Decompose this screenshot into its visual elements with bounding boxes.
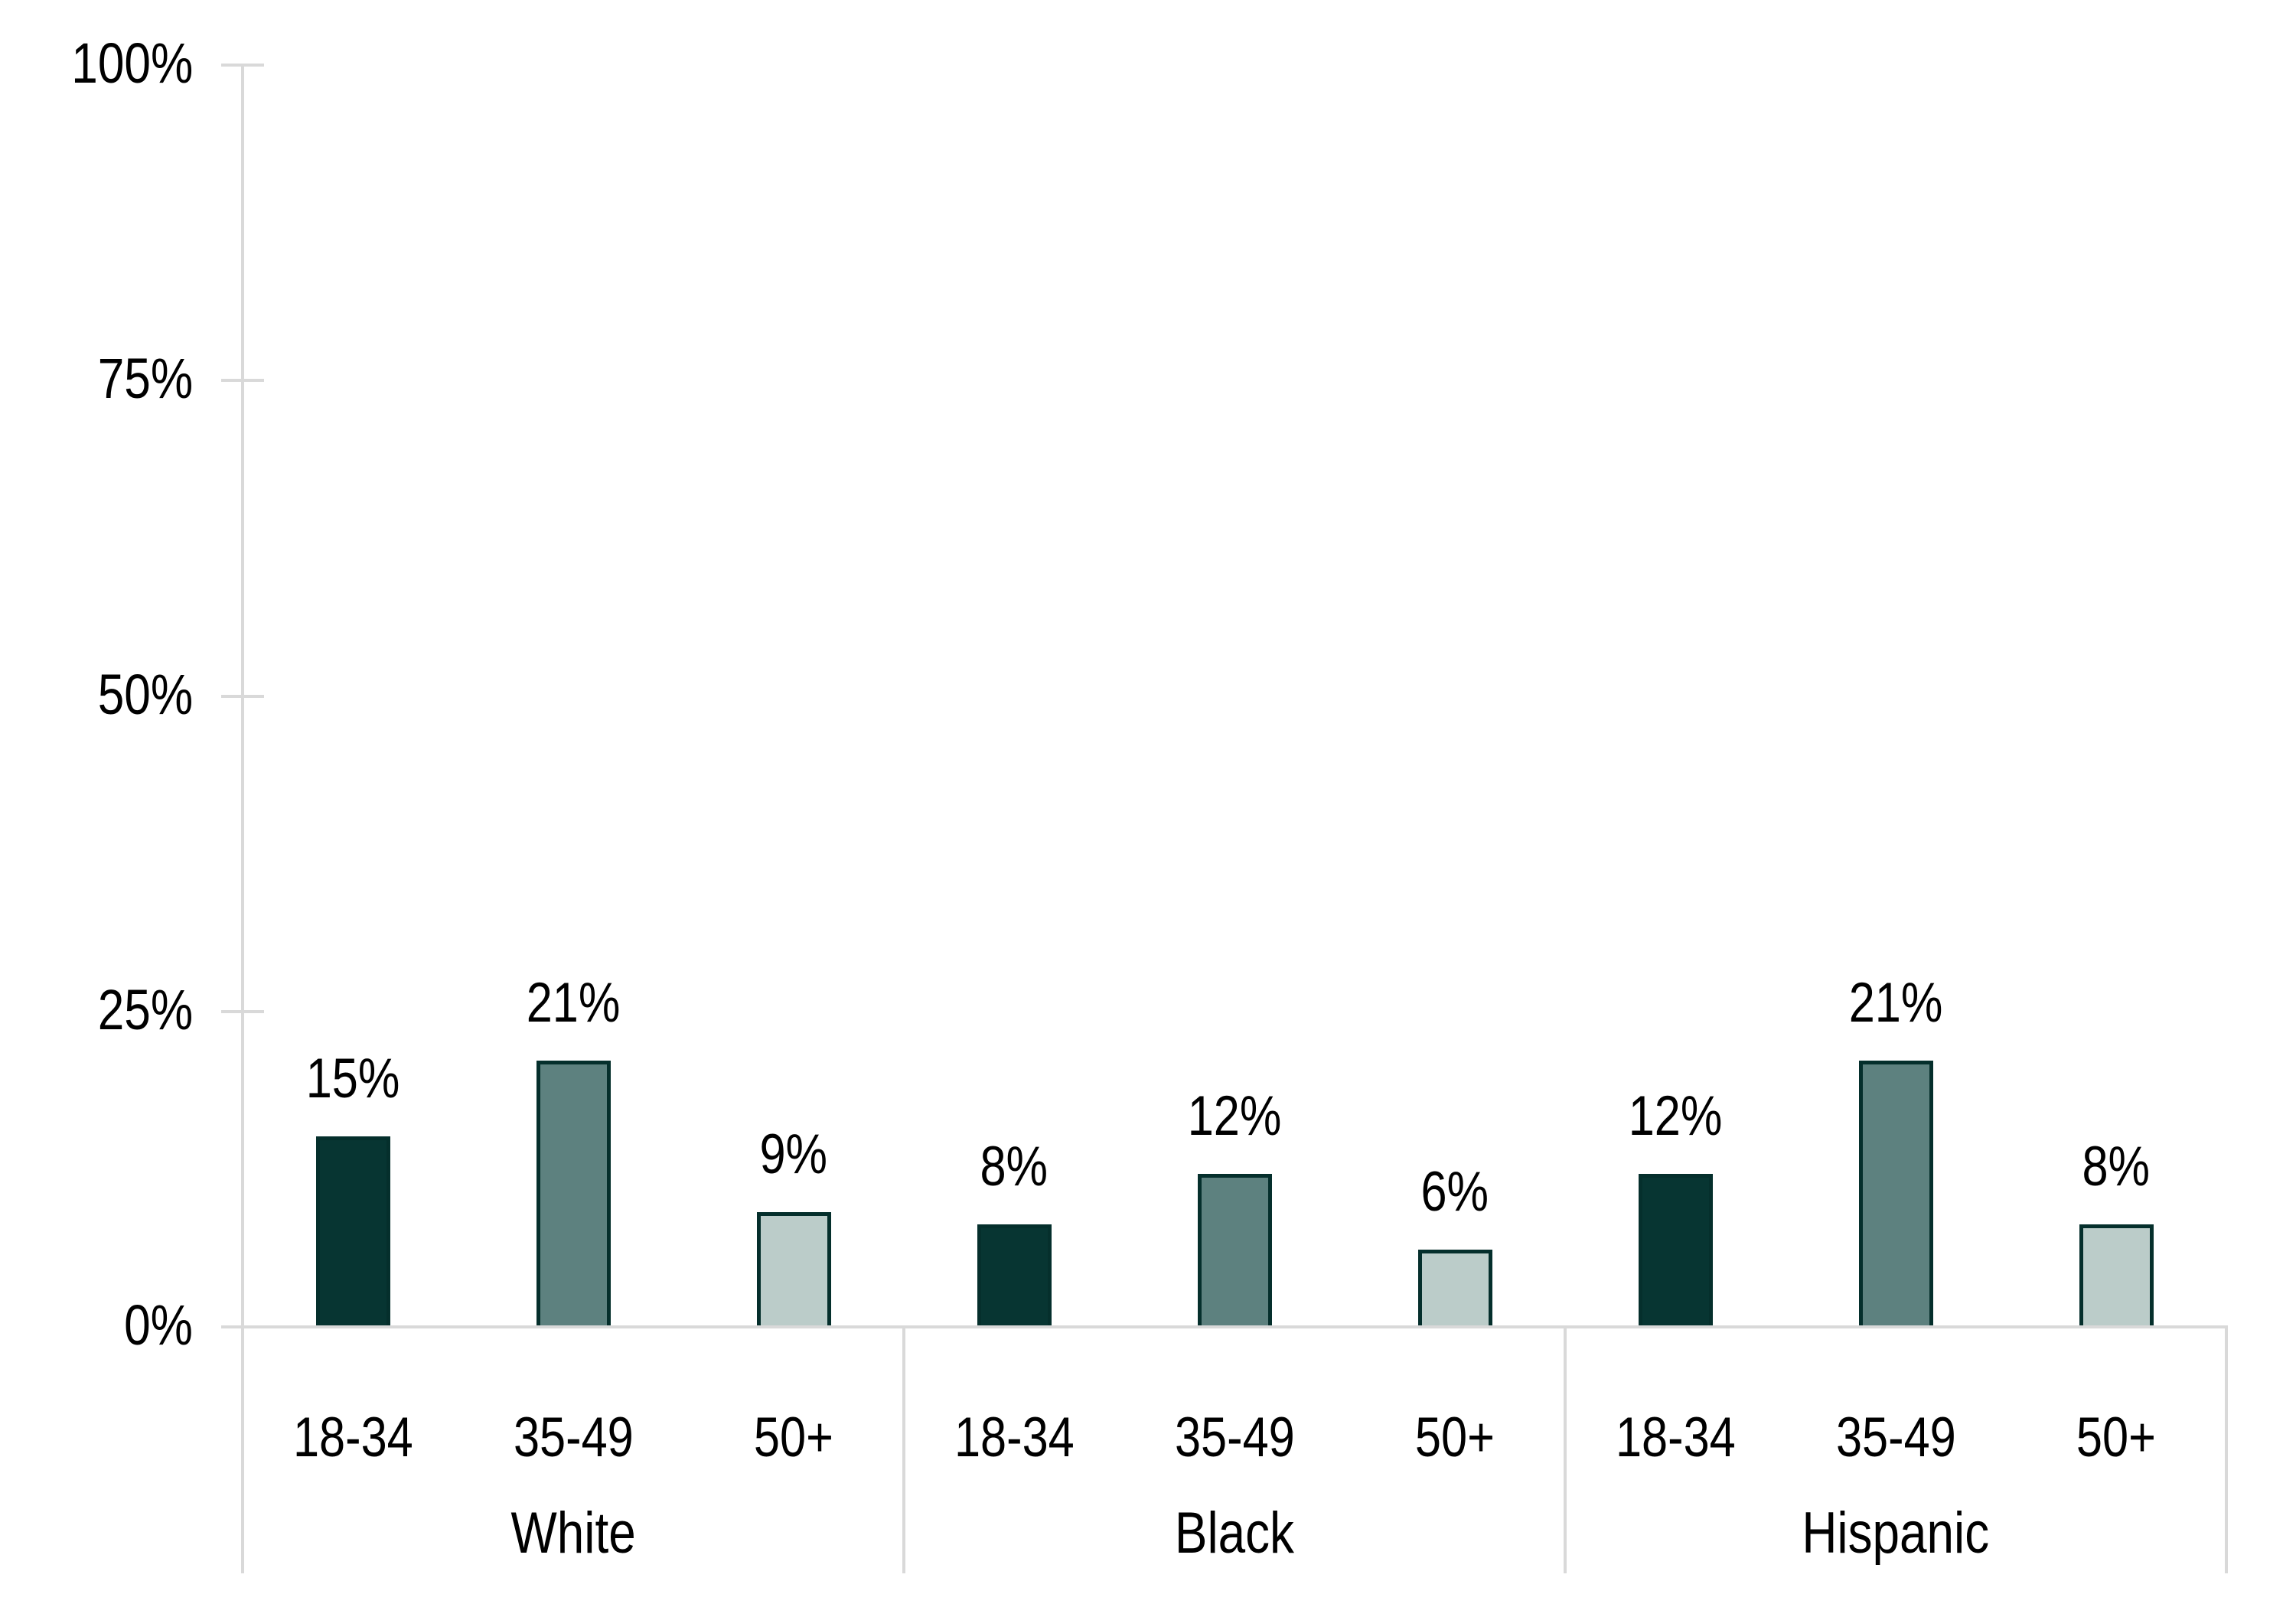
bar-hispanic-50+ xyxy=(2079,1224,2154,1325)
x-axis-line xyxy=(241,1325,2228,1328)
age-tick-label: 50+ xyxy=(641,1410,947,1465)
age-tick-label-text: 35-49 xyxy=(1835,1407,1956,1468)
bar-value-label-text: 9% xyxy=(759,1123,828,1185)
y-tick-label-text: 50% xyxy=(97,662,193,726)
bar-black-50+ xyxy=(1417,1250,1492,1325)
age-tick-label: 18-34 xyxy=(200,1410,506,1465)
bar-white-35-49 xyxy=(536,1060,611,1325)
bar-hispanic-35-49 xyxy=(1858,1060,1933,1325)
age-tick-label: 18-34 xyxy=(861,1410,1167,1465)
y-tick-label: 100% xyxy=(0,33,193,94)
y-tick xyxy=(221,694,264,698)
group-divider xyxy=(1564,1327,1567,1573)
bar-value-label: 21% xyxy=(420,975,726,1031)
group-label-black: Black xyxy=(904,1504,1565,1563)
age-tick-label: 35-49 xyxy=(1743,1410,2049,1465)
y-tick-label: 50% xyxy=(0,662,193,726)
group-label-black-text: Black xyxy=(1174,1501,1295,1566)
bar-value-label: 9% xyxy=(641,1126,947,1182)
age-tick-label: 35-49 xyxy=(420,1410,726,1465)
age-tick-label-text: 50+ xyxy=(753,1407,834,1468)
bar-value-label-text: 8% xyxy=(2082,1136,2151,1198)
age-tick-label: 50+ xyxy=(1963,1410,2269,1465)
y-tick-label: 0% xyxy=(0,1295,193,1356)
bar-value-label-text: 12% xyxy=(1628,1085,1723,1148)
bar-value-label-text: 6% xyxy=(1420,1161,1489,1224)
y-tick-label-text: 75% xyxy=(97,347,193,411)
age-tick-label-text: 18-34 xyxy=(954,1407,1075,1468)
y-tick-label: 75% xyxy=(0,348,193,409)
y-tick-label-text: 25% xyxy=(97,977,193,1041)
bar-hispanic-18-34 xyxy=(1638,1174,1713,1325)
group-label-white-text: White xyxy=(510,1501,636,1566)
y-tick xyxy=(221,1009,264,1013)
bar-black-35-49 xyxy=(1197,1174,1272,1325)
bar-value-label-text: 12% xyxy=(1187,1085,1282,1148)
group-label-hispanic: Hispanic xyxy=(1565,1504,2226,1563)
y-tick xyxy=(221,64,264,67)
age-tick-label-text: 35-49 xyxy=(513,1407,634,1468)
bar-value-label-text: 21% xyxy=(526,971,621,1034)
bar-value-label: 15% xyxy=(200,1051,506,1107)
group-label-hispanic-text: Hispanic xyxy=(1802,1501,1990,1566)
age-tick-label-text: 18-34 xyxy=(1615,1407,1736,1468)
age-tick-label-text: 50+ xyxy=(1414,1407,1495,1468)
y-tick-label: 25% xyxy=(0,977,193,1041)
age-tick-label-text: 50+ xyxy=(2076,1407,2157,1468)
bar-value-label: 8% xyxy=(861,1139,1167,1195)
y-axis-line xyxy=(241,64,244,1573)
bar-value-label: 12% xyxy=(1522,1088,1828,1144)
group-divider xyxy=(2225,1327,2228,1573)
bar-value-label-text: 15% xyxy=(305,1047,400,1110)
bar-value-label-text: 8% xyxy=(980,1136,1049,1198)
bar-value-label: 8% xyxy=(1963,1139,2269,1195)
age-tick-label: 18-34 xyxy=(1522,1410,1828,1465)
y-tick-label-text: 0% xyxy=(124,1293,193,1357)
age-tick-label: 35-49 xyxy=(1081,1410,1388,1465)
group-divider xyxy=(902,1327,905,1573)
age-tick-label-text: 35-49 xyxy=(1174,1407,1295,1468)
y-tick-label-text: 100% xyxy=(71,31,193,95)
age-tick-label: 50+ xyxy=(1302,1410,1608,1465)
group-label-white: White xyxy=(243,1504,904,1563)
y-tick xyxy=(221,379,264,383)
bar-value-label-text: 21% xyxy=(1848,971,1943,1034)
age-tick-label-text: 18-34 xyxy=(292,1407,413,1468)
bar-value-label: 21% xyxy=(1743,975,2049,1031)
bar-value-label: 12% xyxy=(1081,1088,1388,1144)
bar-black-18-34 xyxy=(977,1224,1052,1325)
bar-value-label: 6% xyxy=(1302,1164,1608,1220)
bar-white-50+ xyxy=(756,1211,831,1325)
bar-white-18-34 xyxy=(315,1136,390,1325)
